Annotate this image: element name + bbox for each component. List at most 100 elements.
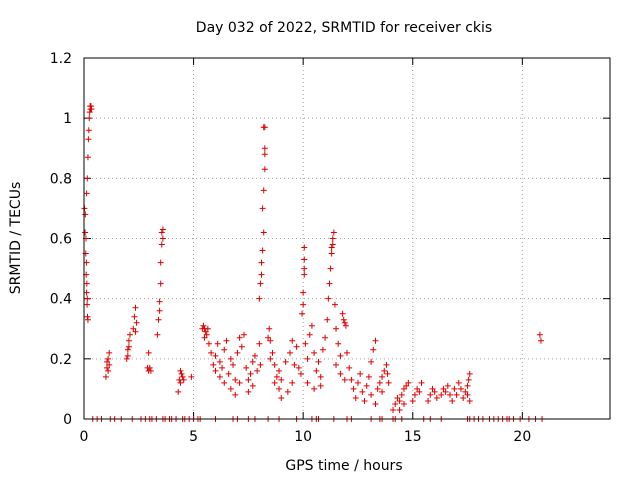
data-point — [319, 346, 326, 353]
data-point — [249, 382, 256, 389]
data-point — [258, 271, 265, 278]
data-point — [82, 229, 89, 236]
data-point — [368, 358, 375, 365]
data-point — [258, 259, 265, 266]
data-point — [442, 388, 449, 395]
data-point — [390, 406, 397, 413]
data-point — [337, 370, 344, 377]
data-point — [83, 289, 90, 296]
data-point — [243, 364, 250, 371]
data-point — [83, 280, 90, 287]
data-point — [304, 379, 311, 386]
x-tick-label: 10 — [294, 429, 312, 445]
data-point — [124, 352, 131, 359]
data-point — [238, 343, 245, 350]
data-point — [123, 355, 130, 362]
y-tick-label: 0.4 — [50, 292, 72, 308]
data-point — [278, 394, 285, 401]
data-point — [83, 190, 90, 197]
data-point — [455, 379, 462, 386]
data-point — [466, 397, 473, 404]
data-point — [465, 376, 472, 383]
data-point — [105, 355, 112, 362]
data-point — [363, 382, 370, 389]
data-point — [219, 364, 226, 371]
data-point — [315, 358, 322, 365]
data-point — [261, 145, 268, 152]
data-point — [326, 280, 333, 287]
data-point — [433, 394, 440, 401]
data-point — [147, 367, 154, 374]
data-point — [232, 376, 239, 383]
data-point — [328, 250, 335, 257]
data-point — [216, 373, 223, 380]
data-point — [276, 385, 283, 392]
data-point — [188, 373, 195, 380]
data-point — [381, 367, 388, 374]
data-point — [259, 247, 266, 254]
data-point — [449, 397, 456, 404]
data-point — [85, 127, 92, 134]
data-point — [440, 385, 447, 392]
data-point — [536, 331, 543, 338]
data-point — [365, 373, 372, 380]
data-point — [306, 331, 313, 338]
data-point — [234, 349, 241, 356]
chart-title: Day 032 of 2022, SRMTID for receiver cki… — [196, 20, 492, 36]
data-point — [295, 364, 302, 371]
data-point — [341, 319, 348, 326]
data-point — [82, 211, 89, 218]
data-point — [372, 337, 379, 344]
data-point — [438, 391, 445, 398]
data-point — [212, 367, 219, 374]
data-point — [125, 343, 132, 350]
data-point — [257, 280, 264, 287]
y-tick-label: 0 — [63, 412, 72, 428]
data-point — [299, 310, 306, 317]
data-point — [301, 244, 308, 251]
data-point — [86, 115, 93, 122]
data-point — [203, 331, 210, 338]
data-point — [132, 304, 139, 311]
data-point — [260, 229, 267, 236]
data-point — [464, 391, 471, 398]
data-point — [177, 367, 184, 374]
data-point — [339, 310, 346, 317]
data-point — [249, 358, 256, 365]
x-axis-label: GPS time / hours — [285, 458, 402, 474]
data-points — [81, 103, 546, 422]
data-point — [84, 154, 91, 161]
data-point — [287, 349, 294, 356]
data-point — [146, 364, 153, 371]
data-point — [329, 241, 336, 248]
data-point — [84, 316, 91, 323]
x-tick-label: 5 — [189, 429, 198, 445]
data-point — [344, 349, 350, 356]
data-point — [106, 349, 113, 356]
data-point — [359, 388, 366, 395]
y-tick-label: 0.8 — [50, 171, 72, 187]
y-tick-label: 0.2 — [50, 352, 72, 368]
data-point — [411, 391, 418, 398]
data-point — [88, 106, 95, 113]
data-point — [396, 397, 403, 404]
data-point — [261, 151, 268, 158]
data-point — [444, 382, 451, 389]
data-point — [464, 382, 471, 389]
data-point — [300, 301, 307, 308]
data-point — [350, 385, 357, 392]
data-point — [245, 388, 252, 395]
data-point — [204, 325, 211, 332]
data-point — [400, 385, 407, 392]
data-point — [354, 379, 361, 386]
data-point — [273, 373, 280, 380]
data-point — [429, 385, 436, 392]
data-point — [271, 379, 278, 386]
data-point — [352, 394, 359, 401]
data-point — [145, 349, 152, 356]
data-point — [212, 352, 219, 359]
data-point — [447, 391, 454, 398]
x-tick-label: 0 — [80, 429, 89, 445]
data-point — [414, 385, 421, 392]
